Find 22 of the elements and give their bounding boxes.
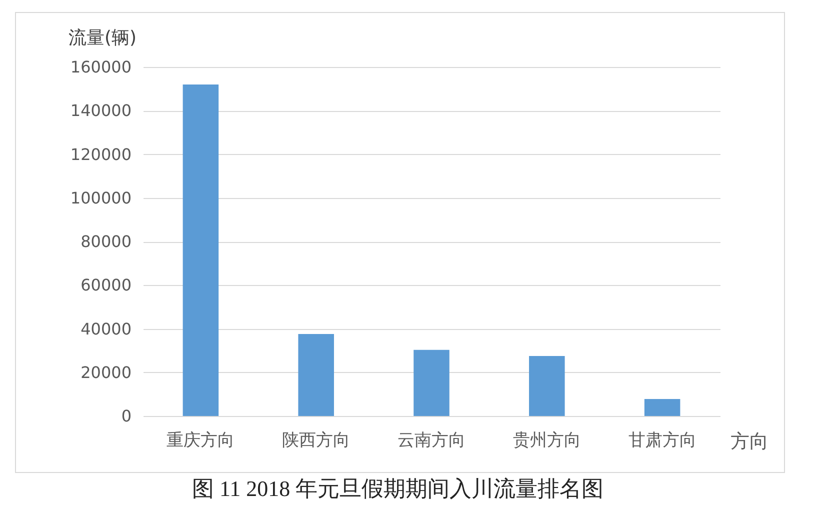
y-tick-label: 120000	[70, 144, 132, 164]
y-tick-label: 160000	[70, 58, 132, 76]
bar	[414, 350, 450, 416]
y-tick-label: 0	[121, 406, 132, 426]
y-tick-label: 20000	[80, 362, 132, 382]
y-tick-label: 80000	[80, 232, 132, 251]
y-tick-label: 40000	[80, 319, 132, 338]
bar	[182, 84, 219, 416]
x-tick-label: 贵州方向	[512, 430, 581, 450]
bar	[529, 356, 565, 416]
x-axis-title: 方向	[730, 430, 768, 452]
y-tick-label: 100000	[70, 188, 132, 208]
x-tick-label: 重庆方向	[166, 430, 235, 450]
x-tick-label: 陕西方向	[282, 430, 350, 450]
bar	[298, 334, 334, 416]
x-tick-label: 甘肃方向	[628, 430, 696, 450]
y-tick-label: 140000	[70, 101, 132, 120]
y-tick-label: 60000	[80, 276, 132, 295]
bar	[644, 398, 680, 416]
y-axis-title: 流量(辆)	[68, 28, 137, 48]
x-tick-label: 云南方向	[398, 430, 466, 450]
text: 图 11 2018 年元旦假期期间入川流量排名图	[192, 476, 604, 501]
